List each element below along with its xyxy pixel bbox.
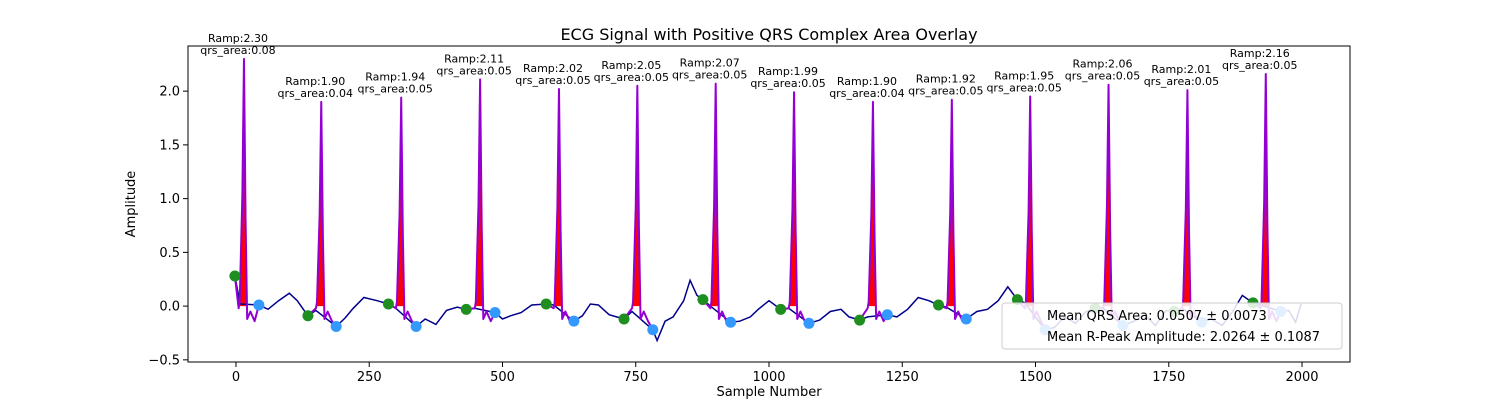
qrs-area-label: qrs_area:0.05 xyxy=(750,77,825,90)
qrs-segment-line xyxy=(387,96,417,328)
qrs-area-label: qrs_area:0.05 xyxy=(436,64,511,77)
r-amp-label: Ramp:2.06 xyxy=(1073,58,1133,71)
qrs-segment-line xyxy=(307,100,337,328)
r-amp-label: Ramp:1.94 xyxy=(365,71,425,84)
qrs-area-label: qrs_area:0.05 xyxy=(986,82,1061,95)
qrs-segment-line xyxy=(780,91,810,325)
x-tick-label: 2000 xyxy=(1285,370,1318,385)
y-axis: −0.5 0.0 0.5 1.0 1.5 2.0 xyxy=(148,85,188,368)
y-tick-label: −0.5 xyxy=(148,353,180,368)
qrs-segment-line xyxy=(858,100,889,323)
qrs-segment-line xyxy=(938,98,967,323)
s-point-marker xyxy=(647,324,659,336)
x-tick-label: 0 xyxy=(232,370,240,385)
x-tick-label: 250 xyxy=(357,370,382,385)
qrs-area-label: qrs_area:0.05 xyxy=(515,74,590,87)
r-amp-label: Ramp:2.02 xyxy=(523,62,583,75)
r-amp-label: Ramp:1.92 xyxy=(916,73,976,86)
r-amp-label: Ramp:2.11 xyxy=(444,52,504,65)
qrs-area-label: qrs_area:0.05 xyxy=(1065,70,1140,83)
s-point-marker xyxy=(960,313,972,325)
chart-title: ECG Signal with Positive QRS Complex Are… xyxy=(560,25,977,44)
q-point-marker xyxy=(302,310,314,322)
x-tick-label: 1000 xyxy=(752,370,785,385)
qrs-area-label: qrs_area:0.05 xyxy=(1222,59,1297,72)
qrs-segment-line xyxy=(545,87,574,323)
r-amp-label: Ramp:1.99 xyxy=(758,65,818,78)
q-point-marker xyxy=(382,298,394,310)
q-point-marker xyxy=(460,303,472,315)
q-point-marker xyxy=(775,303,787,315)
x-axis-label: Sample Number xyxy=(716,385,822,400)
y-tick-label: 2.0 xyxy=(159,85,180,100)
q-point-marker xyxy=(1011,294,1023,306)
legend-entry-qrs-area: Mean QRS Area: 0.0507 ± 0.0073 xyxy=(1047,309,1267,324)
x-tick-label: 1500 xyxy=(1019,370,1052,385)
peak-annotations: Ramp:2.30qrs_area:0.08Ramp:1.90qrs_area:… xyxy=(200,32,1297,100)
s-point-marker xyxy=(253,299,265,311)
qrs-segment-line xyxy=(233,57,260,323)
s-point-marker xyxy=(803,317,815,329)
q-point-marker xyxy=(618,313,630,325)
q-point-marker xyxy=(854,314,866,326)
y-tick-label: 0.5 xyxy=(159,246,180,261)
s-point-marker xyxy=(568,315,580,327)
r-amp-label: Ramp:1.95 xyxy=(994,70,1054,83)
qrs-segment-line xyxy=(466,78,496,323)
qrs-area-label: qrs_area:0.05 xyxy=(672,69,747,82)
r-amp-label: Ramp:2.01 xyxy=(1151,63,1211,76)
y-axis-label: Amplitude xyxy=(124,171,139,238)
plot-area xyxy=(229,57,1302,343)
qrs-area-label: qrs_area:0.05 xyxy=(594,71,669,84)
qrs-area-label: qrs_area:0.04 xyxy=(829,87,904,100)
legend: Mean QRS Area: 0.0507 ± 0.0073 Mean R-Pe… xyxy=(1001,302,1343,350)
x-axis: 0 250 500 750 1000 1250 1500 1750 2000 xyxy=(232,362,1319,385)
s-point-marker xyxy=(881,309,893,321)
r-amp-label: Ramp:1.90 xyxy=(285,75,345,88)
qrs-area-label: qrs_area:0.05 xyxy=(908,85,983,98)
r-amp-label: Ramp:2.16 xyxy=(1230,47,1290,60)
x-tick-label: 1250 xyxy=(886,370,919,385)
qrs-area-label: qrs_area:0.04 xyxy=(278,87,353,100)
qrs-area-label: qrs_area:0.08 xyxy=(200,44,275,57)
q-point-marker xyxy=(697,294,709,306)
q-point-marker xyxy=(229,270,241,282)
s-point-marker xyxy=(410,321,422,333)
q-point-marker xyxy=(540,298,552,310)
r-amp-label: Ramp:2.05 xyxy=(601,59,661,72)
legend-box xyxy=(1001,302,1343,350)
x-tick-label: 750 xyxy=(623,370,648,385)
qrs-segment-line xyxy=(623,84,654,331)
legend-entry-r-peak-amplitude: Mean R-Peak Amplitude: 2.0264 ± 0.1087 xyxy=(1047,330,1320,345)
x-tick-label: 500 xyxy=(490,370,515,385)
r-amp-label: Ramp:2.30 xyxy=(208,32,268,45)
qrs-area-label: qrs_area:0.05 xyxy=(357,83,432,96)
y-tick-label: 1.5 xyxy=(159,138,180,153)
qrs-segment-line xyxy=(702,82,731,324)
q-point-marker xyxy=(933,299,945,311)
r-amp-label: Ramp:1.90 xyxy=(837,75,897,88)
r-amp-label: Ramp:2.07 xyxy=(680,57,740,70)
x-tick-label: 1750 xyxy=(1152,370,1185,385)
y-tick-label: 1.0 xyxy=(159,192,180,207)
y-tick-label: 0.0 xyxy=(159,300,180,315)
s-point-marker xyxy=(489,307,501,319)
s-point-marker xyxy=(725,316,737,328)
qrs-area-label: qrs_area:0.05 xyxy=(1144,75,1219,88)
s-point-marker xyxy=(330,321,342,333)
